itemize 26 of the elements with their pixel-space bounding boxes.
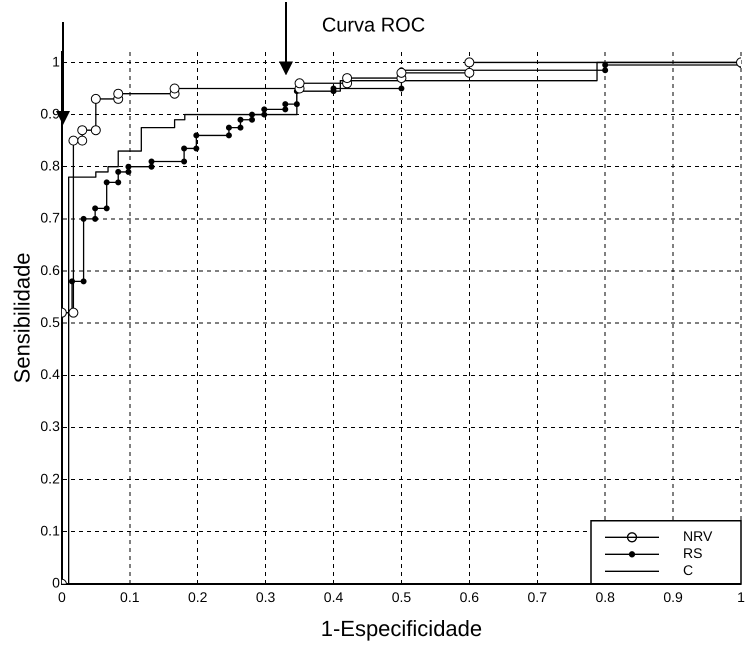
y-axis-title: Sensibilidade (9, 252, 34, 384)
x-tick-label: 0.2 (188, 589, 208, 606)
legend-label: C (683, 562, 694, 578)
y-tick-label: 0.8 (40, 158, 60, 174)
y-tick-label: 0.5 (40, 314, 60, 330)
x-axis-title: 1-Especificidade (320, 616, 482, 641)
x-tick-label: 0.5 (392, 589, 412, 606)
x-tick-label: 1 (737, 589, 746, 606)
y-tick-label: 1 (52, 53, 60, 70)
y-tick-label: 0.2 (40, 470, 60, 486)
x-tick-label: 0.8 (595, 589, 616, 606)
y-tick-label: 0.1 (40, 522, 60, 539)
y-tick-label: 0.7 (40, 210, 60, 226)
y-tick-label: 0.6 (40, 262, 60, 278)
y-tick-label: 0.4 (40, 366, 60, 382)
y-tick-label: 0.3 (40, 418, 60, 434)
x-tick-label: 0.6 (460, 589, 480, 606)
legend-label: NRV (683, 528, 713, 544)
chart-title: Curva ROC (322, 14, 426, 37)
x-tick-label: 0.1 (120, 589, 140, 606)
x-tick-label: 0.7 (528, 589, 548, 606)
x-tick-label: 0.4 (324, 589, 344, 606)
x-tick-label: 0.3 (256, 589, 276, 606)
y-tick-label: 0 (52, 574, 60, 591)
x-tick-label: 0.9 (663, 589, 684, 606)
legend-label: RS (683, 545, 702, 562)
